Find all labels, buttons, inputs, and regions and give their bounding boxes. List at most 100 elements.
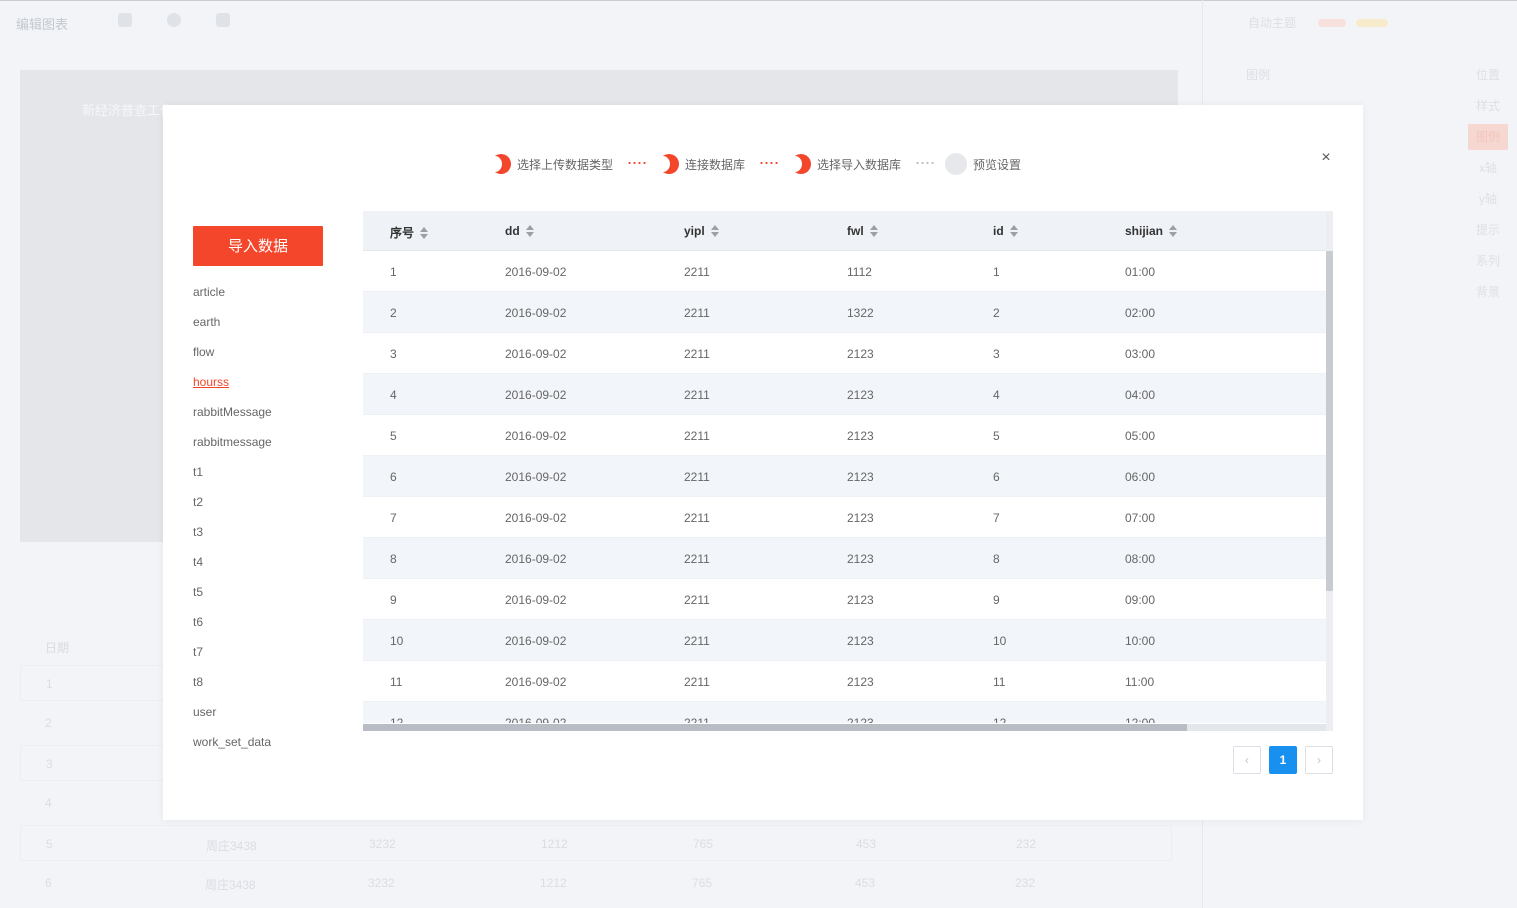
table-list-item[interactable]: rabbitmessage [193, 435, 272, 449]
column-header[interactable]: yipl [684, 224, 719, 238]
bg-row-index: 2 [45, 716, 52, 730]
table-row: 9 2016-09-02 2211 2123 9 09:00 [363, 579, 1326, 620]
settings-tab[interactable]: 系列 [1475, 254, 1500, 268]
theme-label: 自动主题 [1248, 16, 1297, 30]
bg-row-cell: 232 [1015, 876, 1036, 890]
table-cell: 2123 [847, 470, 874, 484]
table-cell: 1 [993, 265, 1000, 279]
table-cell: 2016-09-02 [505, 388, 567, 402]
settings-tab[interactable]: 图例 [1468, 124, 1508, 150]
step-label: 选择上传数据类型 [517, 157, 614, 172]
table-cell: 6 [390, 470, 397, 484]
table-cell: 2211 [684, 511, 710, 525]
table-list-item[interactable]: rabbitMessage [193, 405, 272, 419]
table-list-item[interactable]: user [193, 705, 217, 719]
close-icon[interactable]: × [1321, 149, 1331, 166]
table-list-item[interactable]: t2 [193, 495, 204, 509]
table-cell: 01:00 [1125, 265, 1156, 279]
table-row: 7 2016-09-02 2211 2123 7 07:00 [363, 497, 1326, 538]
sort-icon[interactable] [525, 225, 534, 237]
table-cell: 2123 [847, 634, 874, 648]
table-list-item[interactable]: flow [193, 345, 215, 359]
table-cell: 2123 [847, 429, 874, 443]
table-cell: 2123 [847, 593, 874, 607]
settings-tab[interactable]: 样式 [1475, 99, 1500, 113]
horizontal-scrollbar-thumb[interactable] [363, 724, 1187, 731]
data-preview-table: 序号 dd yipl fwl id shijian 1 2016-09-02 2211 11 12… [363, 211, 1333, 731]
next-page-button[interactable]: › [1305, 746, 1333, 774]
bg-row-cell: 周庄3438 [206, 839, 257, 853]
bg-table-row: 2 [20, 705, 1172, 741]
table-list-item[interactable]: t8 [193, 675, 204, 689]
column-header[interactable]: id [993, 224, 1018, 238]
legend-section-label: 图例 [1246, 68, 1271, 82]
table-cell: 2123 [847, 388, 874, 402]
table-list-item[interactable]: hourss [193, 375, 230, 389]
column-header[interactable]: dd [505, 224, 534, 238]
bg-table-header-date: 日期 [45, 641, 70, 655]
column-header-label: id [993, 224, 1004, 238]
bg-row-cell: 1212 [541, 837, 568, 851]
bg-row-cell: 232 [1016, 837, 1037, 851]
table-cell: 2016-09-02 [505, 265, 567, 279]
table-cell: 2016-09-02 [505, 429, 567, 443]
table-cell: 2 [993, 306, 1000, 320]
table-cell: 11 [390, 675, 403, 689]
table-list-item[interactable]: earth [193, 315, 221, 329]
settings-tab[interactable]: x轴 [1478, 161, 1497, 175]
bg-table-row: 4 [20, 785, 1172, 821]
vertical-scrollbar-thumb[interactable] [1326, 251, 1333, 591]
column-header[interactable]: shijian [1125, 224, 1178, 238]
table-cell: 02:00 [1125, 306, 1156, 320]
sort-icon[interactable] [1169, 225, 1178, 237]
table-list-item[interactable]: t7 [193, 645, 204, 659]
table-list-item[interactable]: work_set_data [193, 735, 272, 749]
import-data-button[interactable]: 导入数据 [193, 226, 323, 266]
table-cell: 2016-09-02 [505, 716, 567, 723]
table-cell: 4 [993, 388, 1000, 402]
sort-icon[interactable] [420, 226, 429, 239]
sort-icon[interactable] [1009, 225, 1018, 237]
preview-icon[interactable] [167, 13, 181, 27]
sort-icon[interactable] [710, 225, 719, 237]
table-cell: 2211 [684, 593, 710, 607]
table-header: 序号 dd yipl fwl id shijian [363, 211, 1326, 251]
bg-row-index: 5 [46, 837, 53, 851]
table-row: 8 2016-09-02 2211 2123 8 08:00 [363, 538, 1326, 579]
table-cell: 12 [390, 716, 404, 723]
settings-tab[interactable]: y轴 [1478, 192, 1497, 206]
table-cell: 2123 [847, 716, 874, 723]
table-cell: 2016-09-02 [505, 511, 567, 525]
settings-tab[interactable]: 背景 [1475, 285, 1500, 299]
table-list-item[interactable]: article [193, 285, 226, 299]
import-steps: 选择上传数据类型 连接数据库 选择导入数据库 预览设置 [488, 153, 1031, 175]
theme-swatch-2[interactable] [1356, 19, 1388, 27]
step-done-icon [656, 154, 679, 174]
table-list-item[interactable]: t3 [193, 525, 204, 539]
table-list-item[interactable]: t1 [193, 465, 204, 479]
bg-table-row: 6 周庄3438 3232 1212 765 453 232 [20, 865, 1172, 901]
table-body: 1 2016-09-02 2211 1112 1 01:00 2 2016-09-02 2211… [363, 251, 1326, 723]
settings-tab[interactable]: 提示 [1475, 223, 1500, 237]
table-list-item[interactable]: t4 [193, 555, 204, 569]
bg-row-cell: 453 [856, 837, 877, 851]
table-list-item[interactable]: t6 [193, 615, 204, 629]
table-list-item[interactable]: t5 [193, 585, 204, 599]
page-1-button[interactable]: 1 [1269, 746, 1297, 774]
undo-icon[interactable] [216, 13, 230, 27]
table-cell: 08:00 [1125, 552, 1156, 566]
column-header[interactable]: 序号 [390, 224, 429, 241]
settings-tab[interactable]: 位置 [1475, 68, 1500, 82]
sort-icon[interactable] [869, 225, 878, 237]
step-label: 连接数据库 [685, 157, 746, 172]
save-icon[interactable] [118, 13, 132, 27]
table-cell: 2016-09-02 [505, 634, 567, 648]
import-data-dialog: × 选择上传数据类型 连接数据库 选择导入数据库 预览设置 导入数据 artic… [163, 105, 1363, 820]
theme-swatch-1[interactable] [1318, 19, 1346, 27]
table-cell: 2211 [684, 306, 710, 320]
prev-page-button[interactable]: ‹ [1233, 746, 1261, 774]
bg-row-cell: 765 [692, 876, 713, 890]
column-header[interactable]: fwl [847, 224, 878, 238]
table-cell: 2123 [847, 511, 874, 525]
table-cell: 2123 [847, 552, 874, 566]
